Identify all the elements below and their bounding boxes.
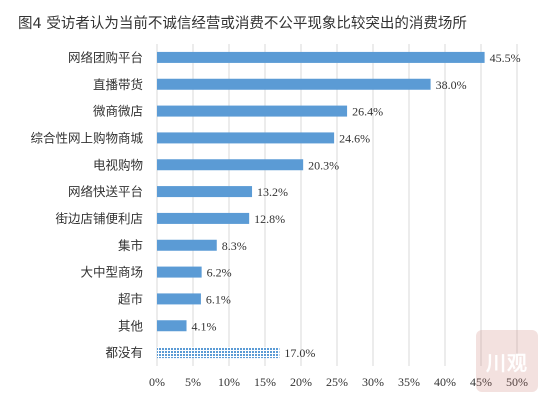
bar xyxy=(157,78,431,90)
x-tick-label: 45% xyxy=(470,375,492,389)
category-label: 集市 xyxy=(118,238,143,253)
category-label: 大中型商场 xyxy=(80,265,143,280)
value-label: 8.3% xyxy=(222,239,247,253)
x-tick-label: 20% xyxy=(290,375,312,389)
bar xyxy=(157,293,201,305)
value-label: 26.4% xyxy=(352,105,383,119)
category-label: 其他 xyxy=(118,318,144,333)
x-axis-ticks: 0% 5% 10% 15% 20% 25% 30% 35% 40% 45% 50% xyxy=(149,375,528,389)
chart-title: 图4 受访者认为当前不诚信经营或消费不公平现象比较突出的消费场所 xyxy=(18,14,467,32)
bars xyxy=(157,51,485,359)
watermark-text: 川观 xyxy=(486,350,528,375)
bar xyxy=(157,132,335,144)
x-tick-label: 5% xyxy=(185,375,201,389)
value-label: 17.0% xyxy=(284,346,315,360)
value-label: 20.3% xyxy=(308,158,339,172)
category-label: 网络团购平台 xyxy=(68,50,143,65)
category-label: 直播带货 xyxy=(93,77,143,92)
x-tick-label: 10% xyxy=(218,375,240,389)
bar xyxy=(157,239,217,251)
value-label: 4.1% xyxy=(192,319,217,333)
x-tick-label: 50% xyxy=(506,375,528,389)
bar xyxy=(157,320,187,332)
bar xyxy=(157,212,250,224)
bar xyxy=(157,347,280,359)
bar xyxy=(157,105,348,117)
value-label: 6.1% xyxy=(206,292,231,306)
watermark-logo: 川观 xyxy=(476,330,538,392)
category-label: 都没有 xyxy=(105,345,143,360)
category-labels: 网络团购平台直播带货微商微店综合性网上购物商城电视购物网络快送平台街边店铺便利店… xyxy=(30,50,143,360)
value-label: 24.6% xyxy=(339,131,370,145)
x-tick-label: 30% xyxy=(362,375,384,389)
category-label: 综合性网上购物商城 xyxy=(30,130,143,145)
bar xyxy=(157,186,253,198)
value-labels: 45.5% 38.0% 26.4% 24.6%20.3% 13.2% 12.8% 8.3% 6… xyxy=(192,51,521,360)
value-label: 45.5% xyxy=(490,51,521,65)
value-label: 13.2% xyxy=(257,185,288,199)
grid-lines xyxy=(156,44,518,366)
category-label: 微商微店 xyxy=(93,104,143,119)
x-tick-label: 25% xyxy=(326,375,348,389)
value-label: 6.2% xyxy=(207,266,232,280)
x-tick-label: 0% xyxy=(149,375,165,389)
value-label: 38.0% xyxy=(436,78,467,92)
x-tick-label: 15% xyxy=(254,375,276,389)
value-label: 12.8% xyxy=(254,212,285,226)
category-label: 电视购物 xyxy=(93,157,143,172)
x-tick-label: 35% xyxy=(398,375,420,389)
bar xyxy=(157,159,304,171)
x-tick-label: 40% xyxy=(434,375,456,389)
category-label: 网络快送平台 xyxy=(68,184,143,199)
category-label: 街边店铺便利店 xyxy=(55,211,143,226)
bar xyxy=(157,266,202,278)
category-label: 超市 xyxy=(118,291,143,306)
bar xyxy=(157,51,485,63)
